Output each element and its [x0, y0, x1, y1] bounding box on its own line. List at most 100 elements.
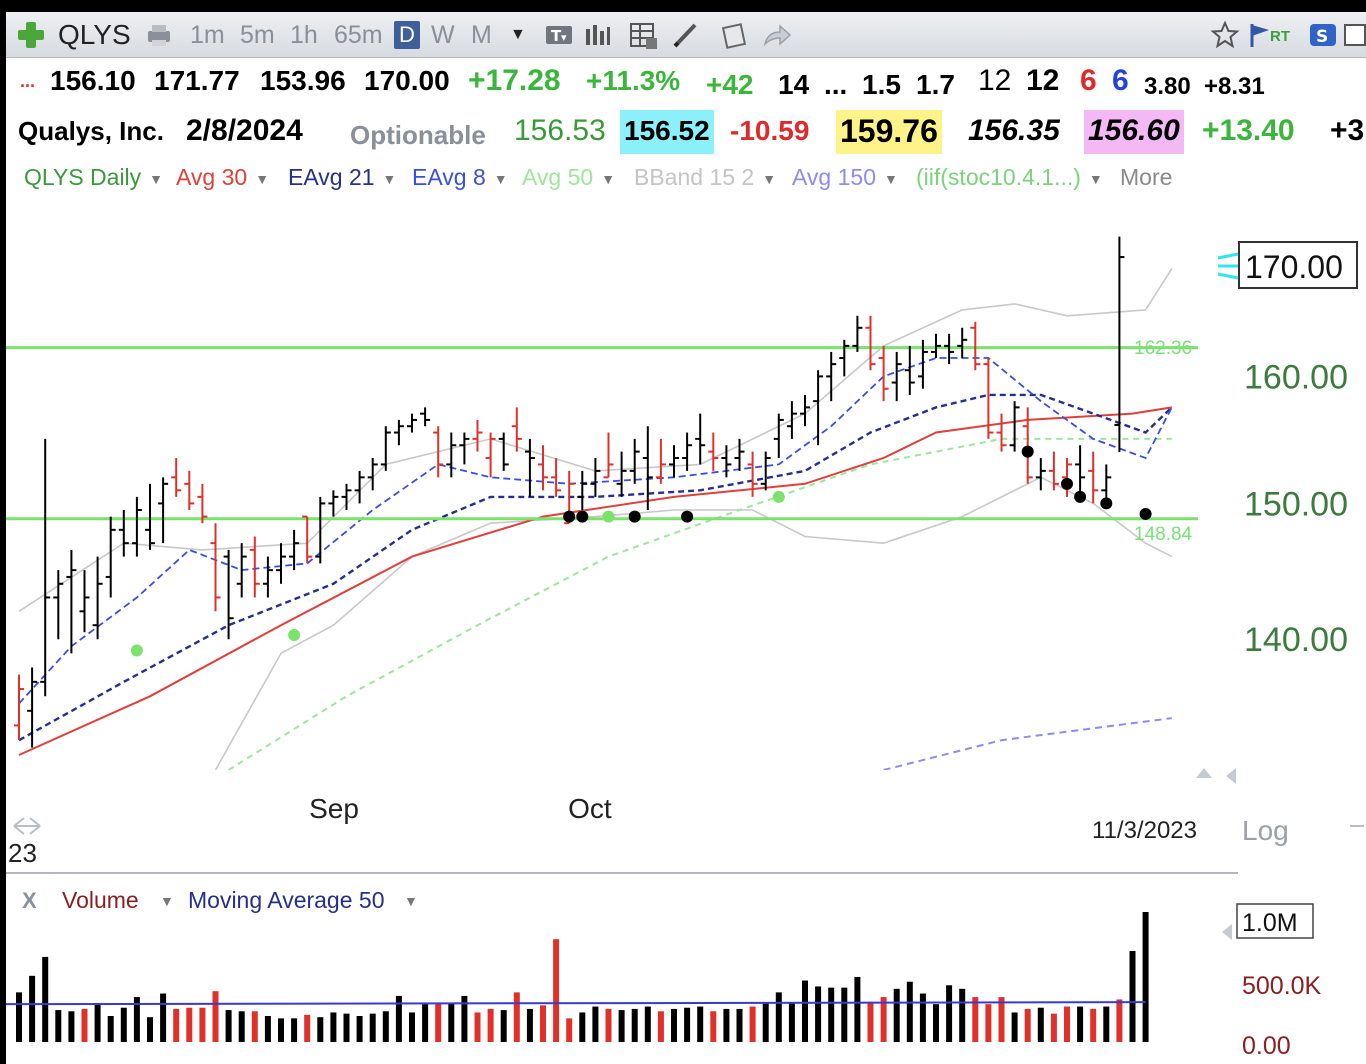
ohlc-bar — [800, 394, 810, 427]
quote-high: 171.77 — [154, 65, 240, 96]
volume-bar — [684, 1007, 691, 1042]
chart-type-icon[interactable]: T ▾ — [544, 20, 574, 50]
moving-average-label[interactable]: Moving Average 50 — [188, 887, 385, 913]
ohlc-bar — [826, 351, 837, 402]
notes-icon[interactable] — [720, 20, 750, 50]
window-top-border — [0, 0, 1366, 12]
volume-moving-average-line — [5, 1001, 1146, 1006]
draw-pencil-icon[interactable] — [670, 20, 700, 50]
legend-eavg-21[interactable]: EAvg 21 ▼ — [288, 162, 396, 194]
dropdown-arrow-icon[interactable]: ▼ — [404, 893, 418, 909]
volume-bar — [435, 1003, 442, 1042]
bar-style-icon[interactable] — [582, 20, 612, 50]
ohlc-bar — [158, 477, 169, 544]
ohlc-bar — [118, 509, 129, 557]
volume-bar — [356, 1016, 363, 1042]
dropdown-arrow-icon[interactable]: ▼ — [762, 170, 777, 187]
legend-more[interactable]: More — [1120, 164, 1173, 190]
ohlc-bar — [302, 515, 313, 564]
legend-avg-50[interactable]: Avg 50 ▼ — [522, 162, 615, 194]
ohlc-bar — [145, 483, 155, 550]
volume-bar — [644, 1006, 651, 1042]
volume-bar — [343, 1013, 350, 1042]
ohlc-bar — [669, 445, 679, 478]
share-arrow-icon[interactable] — [762, 20, 792, 50]
symbol-input[interactable]: QLYS — [58, 19, 131, 50]
scroll-arrows-icon[interactable] — [13, 817, 41, 835]
volume-bar — [933, 1004, 939, 1042]
scan-s-icon[interactable]: S — [1308, 20, 1338, 50]
signal-black-dot — [1100, 497, 1113, 510]
volume-bar — [959, 988, 966, 1042]
dropdown-arrow-icon[interactable]: ▼ — [1088, 170, 1103, 187]
legend-avg-150[interactable]: Avg 150 ▼ — [792, 162, 898, 194]
add-symbol-icon[interactable] — [16, 20, 46, 50]
close-volume-panel-button[interactable]: X — [22, 888, 37, 913]
quote-bid: 156.52 — [620, 110, 714, 154]
ohlc-bar — [944, 333, 955, 365]
signal-green-dot — [130, 644, 143, 657]
legend-avg-30[interactable]: Avg 30 ▼ — [176, 162, 269, 194]
dropdown-arrow-icon[interactable]: ▼ — [601, 170, 616, 187]
ohlc-bar — [262, 556, 273, 598]
y-tick-label: 140.00 — [1244, 621, 1348, 659]
last-price-label: 170.00 — [1245, 249, 1343, 285]
window-left-border — [0, 0, 6, 1064]
volume-bar — [736, 1008, 743, 1042]
quote-field-1: +42 — [706, 69, 754, 100]
avg-50-line — [228, 437, 1172, 770]
dropdown-arrow-icon[interactable]: ▼ — [883, 170, 898, 187]
quote-field-3: ... — [824, 69, 848, 100]
quote-row-prices: ... 156.10 171.77 153.96 170.00 +17.28 +… — [6, 60, 1366, 102]
interval-5m[interactable]: 5m — [240, 21, 275, 49]
legend-stochastic[interactable]: (iif(stoc10.4.1...) ▼ — [916, 162, 1103, 194]
quote-p8: +3 — [1330, 114, 1365, 147]
volume-bar — [448, 1003, 455, 1042]
window-icon[interactable] — [1342, 20, 1366, 50]
avg-150-line — [883, 717, 1172, 770]
table-icon[interactable] — [628, 20, 658, 50]
print-icon[interactable] — [144, 20, 174, 50]
dropdown-arrow-icon[interactable]: ▼ — [160, 893, 174, 909]
interval-dropdown-icon[interactable]: ▼ — [510, 26, 526, 43]
ohlc-bar — [276, 543, 286, 584]
volume-bar — [906, 981, 913, 1042]
legend-symbol-daily[interactable]: QLYS Daily ▼ — [24, 162, 163, 194]
dropdown-arrow-icon[interactable]: ▼ — [255, 170, 270, 187]
signal-black-dot — [1139, 507, 1152, 520]
dropdown-arrow-icon[interactable]: ▼ — [149, 170, 164, 187]
log-scale-toggle[interactable]: Log — [1242, 815, 1289, 846]
volume-bar — [710, 1011, 717, 1042]
dropdown-arrow-icon[interactable]: ▼ — [493, 170, 508, 187]
ohlc-bar — [420, 407, 431, 427]
volume-bar — [553, 939, 560, 1042]
volume-bar — [382, 1011, 389, 1042]
dropdown-arrow-icon[interactable]: ▼ — [382, 170, 397, 187]
flag-icon[interactable] — [1244, 20, 1274, 50]
favorite-star-icon[interactable] — [1210, 20, 1240, 50]
volume-scroll-left-icon[interactable] — [1222, 924, 1232, 940]
company-name: Qualys, Inc. — [18, 116, 164, 146]
ohlc-bar — [315, 496, 326, 564]
zoom-up-arrow-icon[interactable] — [1196, 768, 1212, 778]
interval-65m[interactable]: 65m — [334, 21, 383, 49]
volume-bar — [238, 1011, 245, 1042]
interval-weekly[interactable]: W — [431, 21, 455, 49]
volume-label[interactable]: Volume — [62, 887, 139, 913]
interval-1h[interactable]: 1h — [290, 21, 318, 49]
legend-bband[interactable]: BBand 15 2 ▼ — [634, 162, 776, 194]
ohlc-bar — [197, 483, 208, 524]
ohlc-bar — [904, 345, 915, 395]
quote-row-company: Qualys, Inc. 2/8/2024 Optionable 156.53 … — [6, 110, 1366, 154]
legend-eavg-8[interactable]: EAvg 8 ▼ — [412, 162, 508, 194]
ohlc-bar — [1035, 458, 1046, 491]
interval-daily[interactable]: D — [394, 21, 420, 49]
bollinger-upper-band — [18, 268, 1173, 612]
volume-max-box — [1236, 903, 1314, 939]
volume-bar — [919, 993, 926, 1042]
interval-monthly[interactable]: M — [471, 21, 492, 49]
zoom-left-arrow-icon[interactable] — [1226, 768, 1236, 784]
interval-1m[interactable]: 1m — [190, 21, 225, 49]
quote-lead: ... — [20, 71, 36, 91]
